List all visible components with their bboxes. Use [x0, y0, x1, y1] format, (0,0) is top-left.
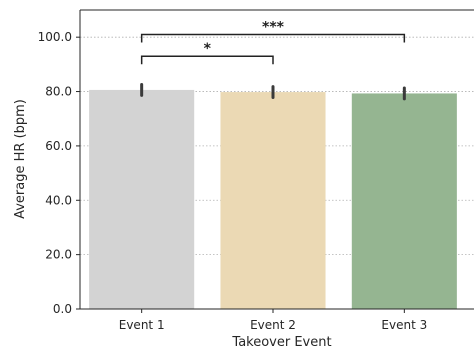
significance-brackets: ****	[140, 19, 406, 65]
x-tick-label: Event 2	[250, 318, 296, 332]
significance-bracket	[140, 55, 274, 65]
significance-label: ***	[262, 19, 285, 35]
x-axis-label: Takeover Event	[231, 335, 331, 350]
y-axis-label: Average HR (bpm)	[13, 99, 28, 219]
bars	[89, 89, 457, 310]
y-tick-label: 0.0	[53, 302, 72, 316]
x-tick-label: Event 3	[381, 318, 427, 332]
significance-bracket	[140, 33, 406, 43]
y-tick-label: 80.0	[45, 85, 72, 99]
bar	[89, 89, 195, 309]
error-bars	[140, 82, 406, 101]
bar	[351, 93, 457, 309]
y-tick-label: 60.0	[45, 139, 72, 153]
y-axis-ticks: 0.0 20.0 40.0 60.0 80.0 100.0	[38, 30, 80, 316]
y-tick-label: 40.0	[45, 193, 72, 207]
significance-label: *	[204, 41, 212, 57]
y-tick-label: 20.0	[45, 248, 72, 262]
bar	[220, 92, 326, 310]
x-tick-label: Event 1	[119, 318, 165, 332]
x-axis-ticks: Event 1 Event 2 Event 3	[119, 309, 427, 332]
y-tick-label: 100.0	[38, 30, 72, 44]
